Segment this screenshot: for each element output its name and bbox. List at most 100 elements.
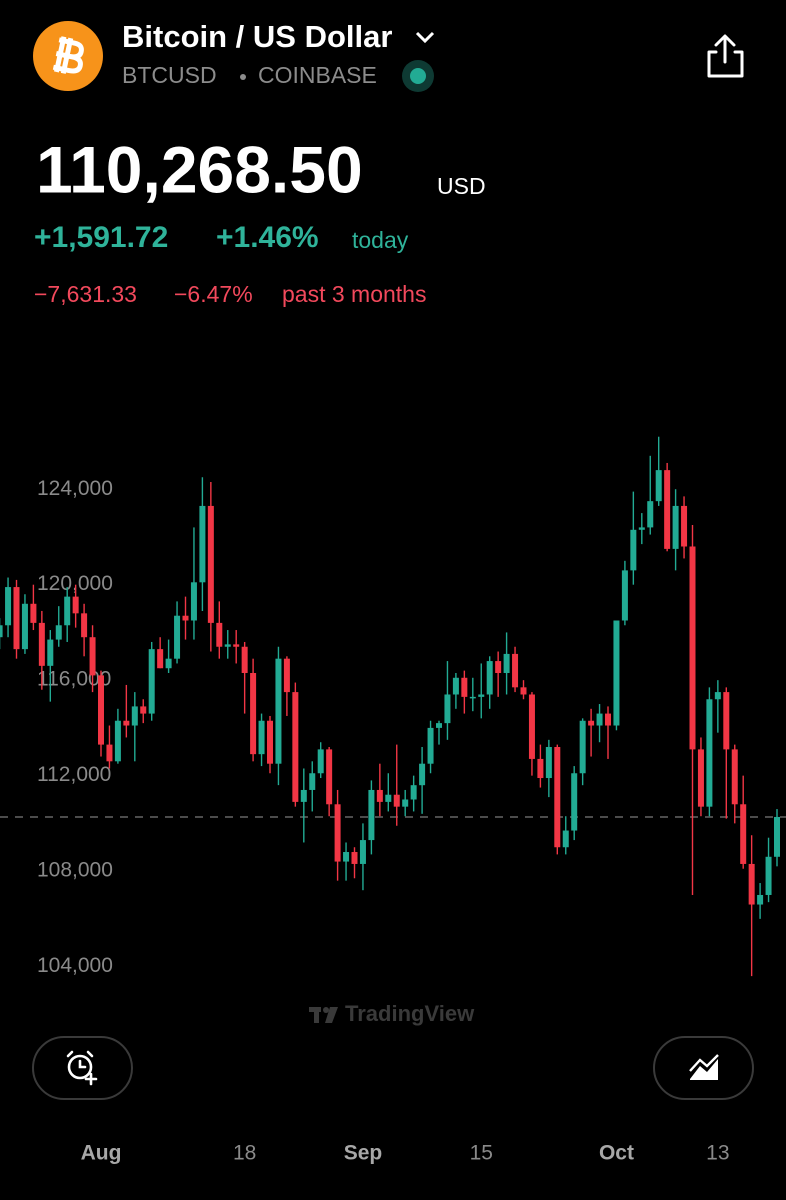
- candle-body: [714, 692, 721, 700]
- candle-body: [98, 675, 104, 745]
- watermark: TradingView: [345, 1001, 475, 1026]
- candle-body: [123, 720, 130, 726]
- candle-body: [258, 720, 265, 755]
- candle-body: [376, 789, 383, 802]
- candle-body: [697, 749, 704, 807]
- candle-body: [114, 720, 121, 762]
- watermark-logo: [309, 1007, 338, 1023]
- candle-body: [13, 587, 20, 650]
- candle-body: [579, 720, 586, 774]
- candle-body: [444, 694, 451, 724]
- candle-body: [81, 613, 88, 638]
- y-tick-label: 112,000: [37, 763, 111, 786]
- candle-body: [723, 692, 730, 750]
- plot: 104,000108,000112,000116,000120,000124,0…: [0, 436, 786, 977]
- candle-body: [621, 570, 628, 621]
- candle-body: [89, 637, 96, 676]
- x-tick-label: 15: [470, 1142, 493, 1165]
- candle-body: [47, 639, 54, 666]
- chart-style-button[interactable]: [653, 1036, 754, 1100]
- candle-body: [250, 673, 257, 755]
- candle-body: [106, 744, 113, 762]
- candle-body: [495, 661, 502, 674]
- candle-body: [326, 749, 333, 805]
- candle-body: [757, 894, 764, 905]
- candle-body: [486, 661, 493, 695]
- candle-body: [613, 620, 620, 726]
- candle-body: [731, 749, 738, 805]
- candle-body: [292, 692, 299, 802]
- price: 110,268.50: [36, 132, 363, 206]
- change-today: +1,591.72: [34, 221, 168, 254]
- change-today-pct: +1.46%: [216, 221, 319, 254]
- y-tick-label: 104,000: [37, 954, 113, 977]
- candle-body: [689, 546, 696, 750]
- candle-body: [351, 852, 358, 864]
- candle-body: [140, 706, 147, 714]
- candle-body: [545, 746, 552, 779]
- candle-body: [647, 501, 654, 528]
- candle-body: [655, 470, 662, 502]
- candle-body: [630, 529, 637, 571]
- candle-body: [748, 863, 755, 905]
- candle-body: [419, 763, 426, 786]
- candle-body: [393, 794, 400, 807]
- candle-body: [427, 727, 434, 764]
- candle-body: [309, 773, 316, 790]
- candle-body: [174, 615, 181, 659]
- candle-body: [672, 505, 679, 549]
- candle-body: [512, 653, 519, 688]
- candle-body: [562, 830, 569, 848]
- separator-dot: [240, 74, 246, 80]
- candle-body: [571, 773, 578, 831]
- x-tick-label: Aug: [81, 1142, 122, 1165]
- candle-body: [681, 505, 688, 547]
- candle-body: [740, 804, 747, 864]
- title: Bitcoin / US Dollar: [122, 19, 392, 54]
- candle-body: [30, 603, 37, 623]
- candle-body: [461, 677, 468, 697]
- candle-body: [241, 646, 248, 674]
- candle-body: [368, 789, 375, 841]
- candle-body: [537, 758, 544, 779]
- candle-body: [638, 527, 645, 530]
- title-chevron[interactable]: [415, 31, 435, 44]
- candle-body: [182, 615, 189, 621]
- candle-body: [503, 653, 510, 674]
- candle-body: [765, 856, 772, 895]
- candle-body: [72, 596, 79, 614]
- x-tick-label: 18: [233, 1142, 256, 1165]
- today-label: today: [352, 227, 409, 253]
- candle-body: [267, 720, 273, 764]
- candle-body: [233, 644, 240, 647]
- candle-body: [452, 677, 459, 695]
- currency: USD: [437, 173, 486, 199]
- share-button[interactable]: [707, 34, 744, 78]
- candle-body: [385, 794, 392, 802]
- alert-button[interactable]: [32, 1036, 133, 1100]
- x-tick-label: 13: [706, 1142, 729, 1165]
- y-tick-label: 108,000: [37, 859, 113, 882]
- candle-body: [5, 587, 12, 626]
- candle-body: [343, 852, 350, 862]
- candle-body: [596, 713, 603, 726]
- change-period-pct: −6.47%: [174, 281, 253, 307]
- candle-body: [300, 789, 307, 802]
- candle-body: [706, 699, 713, 807]
- exchange: COINBASE: [258, 62, 377, 88]
- candle-body: [199, 505, 206, 583]
- candle-body: [605, 713, 611, 726]
- period-label: past 3 months: [282, 281, 426, 307]
- candle-body: [64, 596, 71, 626]
- change-period: −7,631.33: [34, 281, 137, 307]
- candle-body: [216, 622, 223, 647]
- x-tick-label: Oct: [599, 1142, 634, 1165]
- candle-body: [0, 625, 3, 638]
- candle-body: [436, 723, 442, 728]
- y-tick-label: 124,000: [37, 477, 113, 500]
- candle-body: [190, 582, 197, 621]
- candle-body: [283, 658, 290, 693]
- candle-body: [38, 622, 45, 666]
